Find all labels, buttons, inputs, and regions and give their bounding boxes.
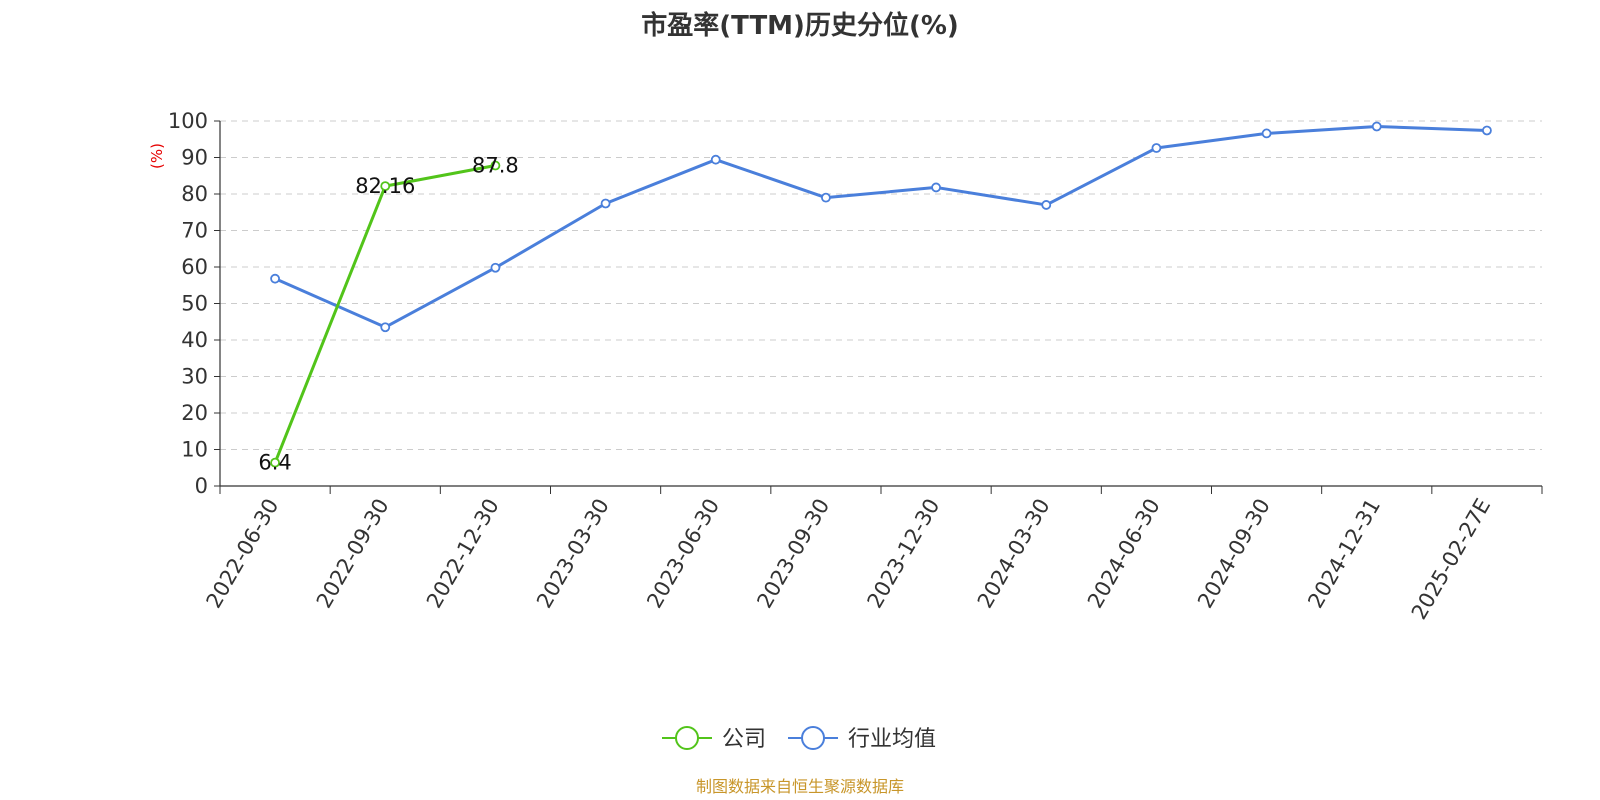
x-tick-label: 2024-03-30 [973,495,1055,613]
x-tick-label: 2025-02-27E [1407,495,1495,624]
y-tick-label: 20 [181,401,208,425]
data-point[interactable] [380,322,391,333]
data-point[interactable] [380,181,391,192]
x-tick-label: 2023-03-30 [532,495,614,613]
y-tick-label: 70 [181,219,208,243]
data-point[interactable] [1482,125,1492,136]
legend-circle-marker [675,726,699,750]
data-point[interactable] [490,262,501,273]
data-label: 6.4 [258,451,291,475]
y-axis-unit-label: (%) [148,143,166,169]
series-line [274,124,1487,329]
y-tick-label: 10 [181,438,208,462]
y-tick-label: 100 [168,109,208,133]
x-tick-label: 2024-09-30 [1193,495,1275,613]
data-point[interactable] [600,198,611,209]
x-tick-label: 2022-06-30 [202,495,284,613]
data-point[interactable] [1041,200,1052,210]
y-tick-label: 80 [181,182,208,206]
data-point[interactable] [821,192,831,203]
grid-lines [220,120,1542,450]
chart-title: 市盈率(TTM)历史分位(%) [641,10,959,41]
y-tick-label: 90 [181,146,208,170]
series-line [273,164,496,464]
data-point[interactable] [1261,128,1272,139]
series-lines [270,121,1492,468]
legend-item[interactable]: 公司 [662,726,766,752]
x-tick-label: 2024-06-30 [1083,495,1165,613]
y-tick-label: 50 [181,292,208,316]
data-point[interactable] [931,182,941,193]
legend-label: 公司 [722,727,766,752]
y-tick-label: 60 [181,255,208,279]
y-tick-label: 40 [181,328,208,352]
data-source-note: 制图数据来自恒生聚源数据库 [696,777,904,796]
data-point[interactable] [710,154,721,165]
x-tick-label: 2023-12-30 [863,495,945,613]
data-point[interactable] [270,457,280,468]
data-label: 82.16 [355,174,415,198]
data-point[interactable] [270,273,280,284]
data-point[interactable] [1371,121,1382,132]
legend[interactable]: 公司 行业均值 [662,726,936,752]
legend-circle-marker [801,726,826,750]
x-tick-label: 2023-09-30 [752,495,834,613]
x-tick-label: 2022-12-30 [422,495,504,613]
data-labels: 6.4 82.16 87.8 [258,154,518,475]
y-tick-label: 0 [195,474,208,498]
data-label: 87.8 [472,154,519,178]
legend-item[interactable]: 行业均值 [788,726,936,752]
y-tick-label: 30 [181,365,208,389]
data-point[interactable] [1151,143,1162,153]
x-tick-label: 2023-06-30 [642,495,724,613]
x-tick-label: 2024-12-31 [1303,495,1385,613]
legend-label: 行业均值 [848,727,936,752]
x-tick-label: 2022-09-30 [312,495,394,613]
data-point[interactable] [490,160,501,171]
